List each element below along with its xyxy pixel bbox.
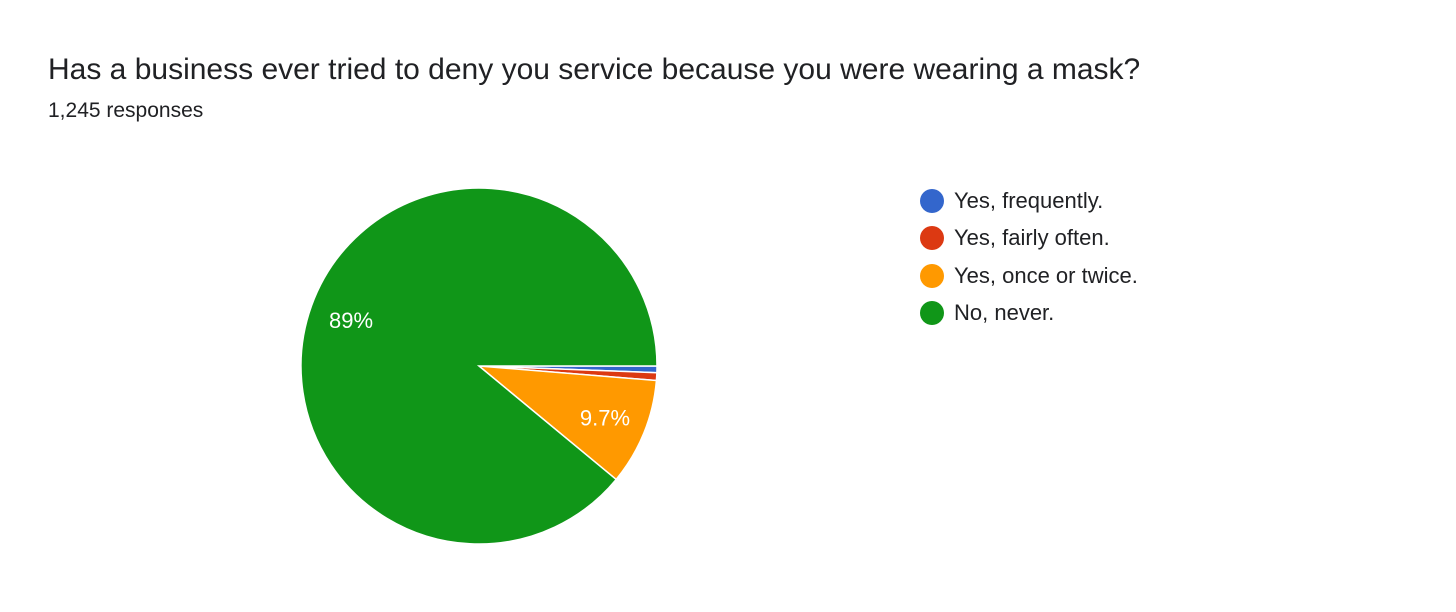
legend-swatch-icon	[920, 188, 944, 213]
legend-item-yes-once-or-twice: Yes, once or twice.	[920, 257, 1138, 295]
pie-slice-no-never	[300, 187, 658, 545]
chart-legend: Yes, frequently. Yes, fairly often. Yes, o…	[920, 182, 1138, 332]
pie-slices	[300, 187, 658, 545]
pie-slice-yes-once-or-twice	[476, 365, 658, 481]
legend-item-yes-fairly-often: Yes, fairly often.	[920, 220, 1138, 258]
legend-swatch-icon	[920, 263, 944, 288]
legend-swatch-icon	[920, 301, 944, 326]
legend-item-no-never: No, never.	[920, 295, 1138, 333]
legend-label: No, never.	[954, 300, 1055, 326]
data-label-no-never: 89%	[329, 308, 373, 333]
legend-label: Yes, frequently.	[954, 187, 1104, 213]
legend-swatch-icon	[920, 226, 944, 251]
legend-label: Yes, fairly often.	[954, 225, 1110, 251]
pie-data-labels: 9.7% 89%	[329, 308, 630, 430]
legend-label: Yes, once or twice.	[954, 262, 1138, 288]
chart-title: Has a business ever tried to deny you se…	[48, 53, 1141, 86]
response-count: 1,245 responses	[48, 99, 204, 122]
data-label-yes-once-or-twice: 9.7%	[580, 405, 630, 430]
legend-item-yes-frequently: Yes, frequently.	[920, 182, 1138, 220]
